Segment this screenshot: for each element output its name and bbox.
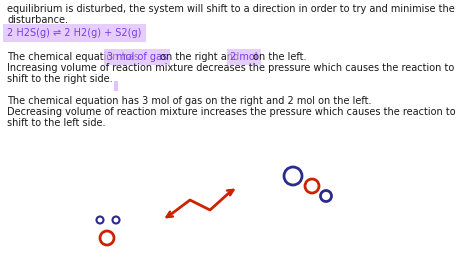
Text: on the right and: on the right and <box>157 52 242 62</box>
Text: shift to the right side.: shift to the right side. <box>7 74 113 84</box>
Text: disturbance.: disturbance. <box>7 15 68 25</box>
Text: 2 mol: 2 mol <box>230 52 258 62</box>
Text: 3 mol of gas: 3 mol of gas <box>107 52 167 62</box>
Text: shift to the left side.: shift to the left side. <box>7 118 106 128</box>
Text: Increasing volume of reaction mixture decreases the pressure which causes the re: Increasing volume of reaction mixture de… <box>7 63 454 73</box>
Text: The chemical equation has 3 mol of gas on the right and 2 mol on the left.: The chemical equation has 3 mol of gas o… <box>7 96 372 106</box>
Text: on the left.: on the left. <box>249 52 306 62</box>
Text: The chemical equation has: The chemical equation has <box>7 52 142 62</box>
Text: 2 H2S(g) ⇌ 2 H2(g) + S2(g): 2 H2S(g) ⇌ 2 H2(g) + S2(g) <box>7 28 141 38</box>
Text: Decreasing volume of reaction mixture increases the pressure which causes the re: Decreasing volume of reaction mixture in… <box>7 107 456 117</box>
Text: equilibrium is disturbed, the system will shift to a direction in order to try a: equilibrium is disturbed, the system wil… <box>7 4 455 14</box>
